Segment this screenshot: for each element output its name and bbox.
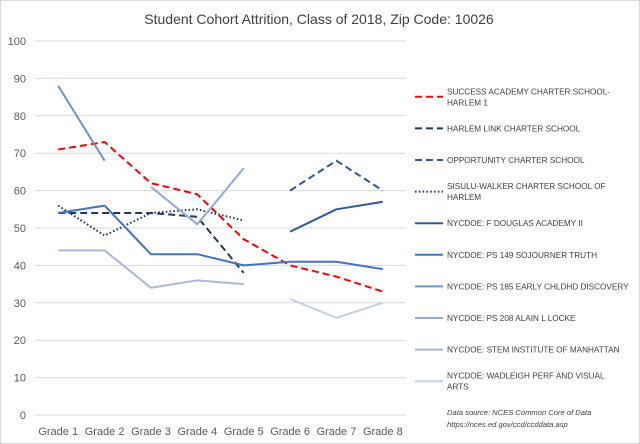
y-tick-label: 50 [14,223,26,235]
x-tick-label: Grade 3 [131,426,171,438]
chart-title: Student Cohort Attrition, Class of 2018,… [144,11,494,27]
x-axis-ticks: Grade 1 Grade 2 Grade 3 Grade 4 Grade 5 Grade… [38,426,402,438]
legend-entry: NYCDOE: PS 185 EARLY CHLDHD DISCOVERY [447,282,629,291]
source-note-line: https://nces.ed.gov/ccd/ccddata.asp [447,420,568,429]
series-line-5 [289,200,383,233]
y-tick-label: 80 [14,111,26,123]
y-tick-label: 60 [14,186,26,198]
y-tick-label: 10 [14,373,26,385]
legend-entry: NYCDOE: PS 149 SOJOURNER TRUTH [447,251,597,260]
y-tick-label: 40 [14,260,26,272]
series-lines [57,85,384,319]
series-line-4 [57,204,244,237]
source-note-line: Data source: NCES Common Core of Data [447,408,591,417]
data-source-note: Data source: NCES Common Core of Data htt… [447,408,591,429]
y-tick-label: 20 [14,335,26,347]
series-line-9 [58,249,244,289]
legend-entry: SUCCESS ACADEMY CHARTER SCHOOL- [447,87,610,96]
legend-entry: NYCDOE: STEM INSTITUTE OF MANHATTAN [447,346,620,355]
legend-entry: ARTS [447,383,469,392]
x-tick-label: Grade 4 [177,426,217,438]
y-tick-label: 30 [14,298,26,310]
legend-entry: NYCDOE: PS 208 ALAIN L LOCKE [447,314,576,323]
x-tick-label: Grade 8 [363,426,403,438]
x-tick-label: Grade 1 [38,426,78,438]
legend-entry: HARLEM 1 [447,98,488,107]
legend-entry: NYCDOE: F DOUGLAS ACADEMY II [447,219,583,228]
legend-entry: HARLEM LINK CHARTER SCHOOL [447,124,581,133]
x-tick-label: Grade 5 [224,426,264,438]
series-line-10 [289,298,384,319]
x-tick-label: Grade 6 [270,426,310,438]
y-tick-label: 0 [20,410,26,422]
series-line-6 [58,204,383,271]
legend-entry: NYCDOE: WADLEIGH PERF AND VISUAL [447,372,605,381]
legend-entry: SISULU-WALKER CHARTER SCHOOL OF [447,182,605,191]
y-tick-label: 90 [14,73,26,85]
series-line-7 [57,85,106,162]
legend-entry: HARLEM [447,193,481,202]
gridlines [35,40,406,416]
x-tick-label: Grade 7 [317,426,357,438]
y-axis-ticks: 0 10 20 30 40 50 60 70 80 90 100 [8,36,26,422]
series-line-2 [58,212,245,274]
series-line-3 [289,159,384,192]
legend-entry: OPPORTUNITY CHARTER SCHOOL [447,156,585,165]
y-tick-label: 70 [14,148,26,160]
series-line-8 [150,167,245,226]
legend: SUCCESS ACADEMY CHARTER SCHOOL- HARLEM 1 H… [415,87,629,392]
series-line-1 [58,141,384,293]
x-tick-label: Grade 2 [85,426,125,438]
y-tick-label: 100 [8,36,26,48]
